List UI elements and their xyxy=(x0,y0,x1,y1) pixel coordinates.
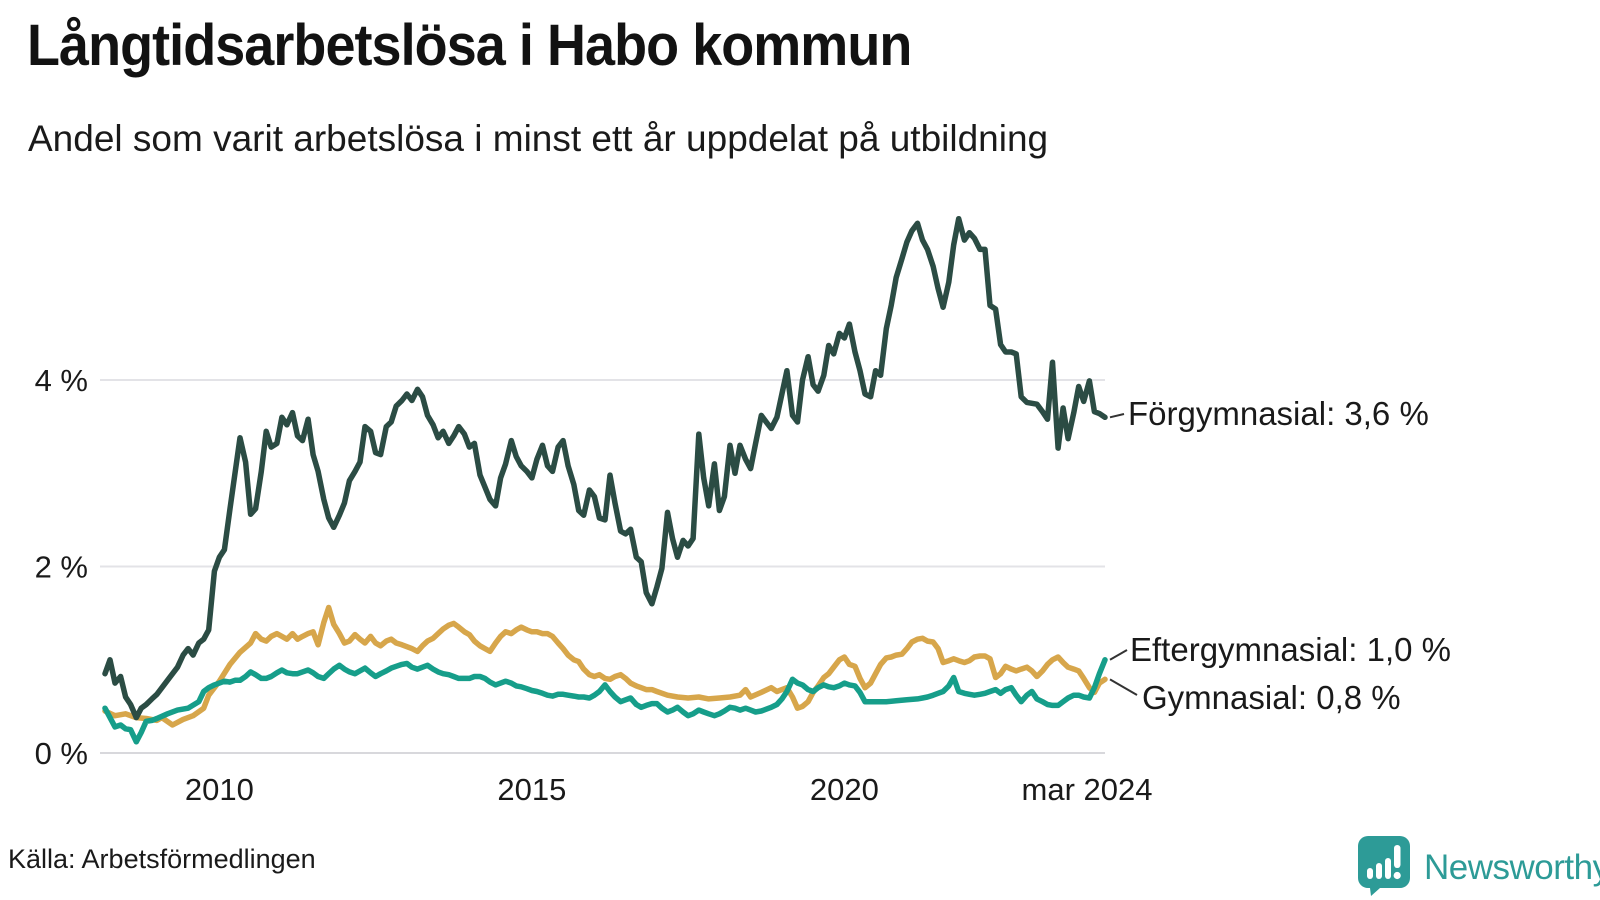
series-line-forgymnasial xyxy=(102,215,1108,721)
series-line-gymnasial xyxy=(102,604,1108,728)
series-line-eftergymnasial xyxy=(102,657,1108,745)
x-tick-2010: 2010 xyxy=(185,772,254,807)
label-leader-line-eftergymnasial xyxy=(1109,649,1128,661)
source-note: Källa: Arbetsförmedlingen xyxy=(8,844,316,874)
newsworthy-logo-text: Newsworthy xyxy=(1424,847,1600,887)
y-tick-0pct: 0 % xyxy=(35,736,88,771)
x-tick-2015: 2015 xyxy=(497,772,566,807)
series-end-label-forgymnasial: Förgymnasial: 3,6 % xyxy=(1128,395,1429,432)
y-tick-2pct: 2 % xyxy=(35,550,88,585)
speech-bubble-bar-chart-icon xyxy=(1356,834,1412,900)
x-tick-mar-2024: mar 2024 xyxy=(1022,772,1153,807)
x-tick-2020: 2020 xyxy=(810,772,879,807)
label-leader-line-forgymnasial xyxy=(1109,413,1125,419)
chart-subtitle: Andel som varit arbetslösa i minst ett å… xyxy=(28,118,1049,159)
series-end-label-gymnasial: Gymnasial: 0,8 % xyxy=(1142,679,1401,716)
y-tick-4pct: 4 % xyxy=(35,363,88,398)
page-title: Långtidsarbetslösa i Habo kommun xyxy=(27,13,912,78)
series-end-label-eftergymnasial: Eftergymnasial: 1,0 % xyxy=(1130,631,1451,668)
newsworthy-logo[interactable]: Newsworthy xyxy=(1356,834,1600,900)
label-leader-line-gymnasial xyxy=(1109,678,1138,696)
